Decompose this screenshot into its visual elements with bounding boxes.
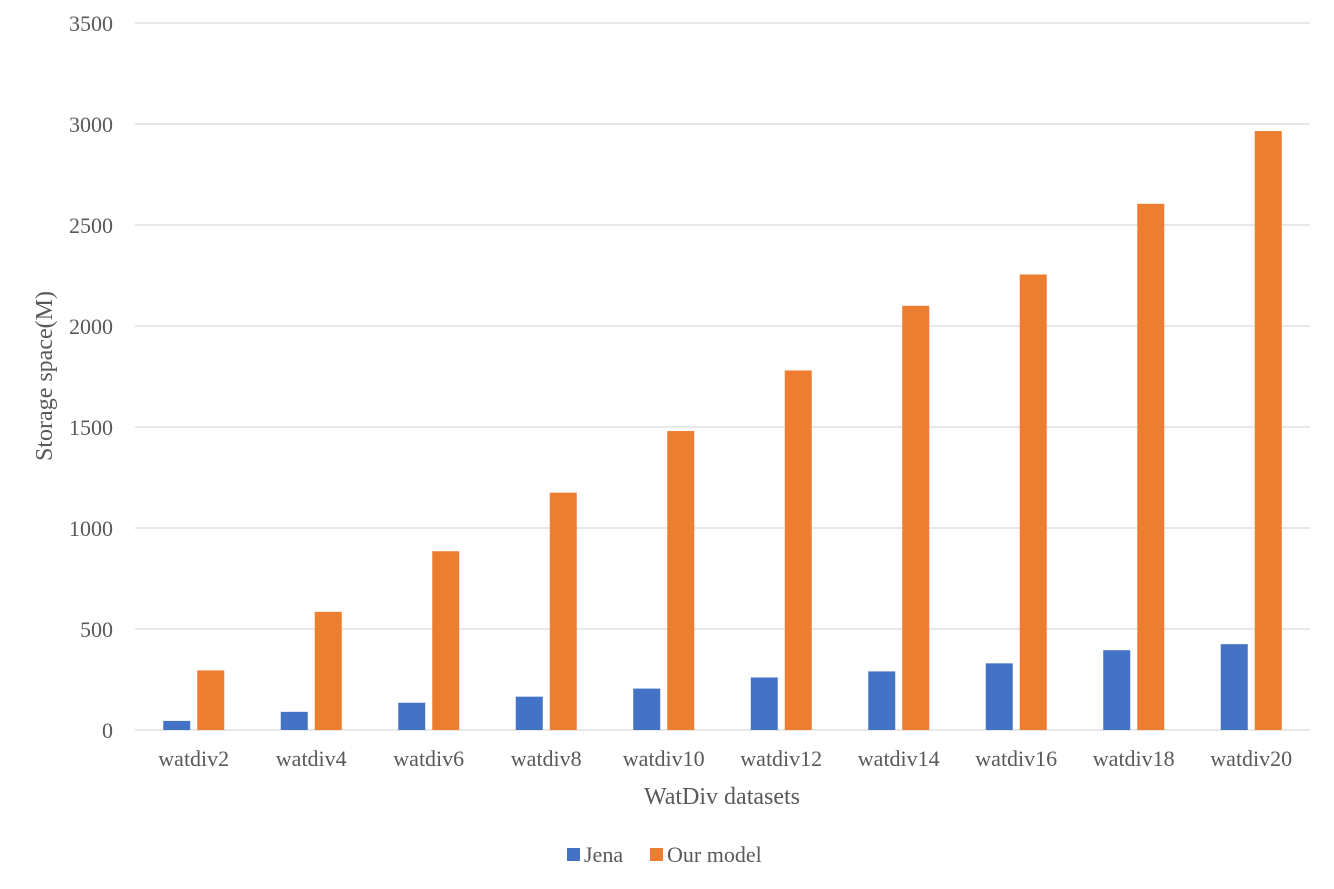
y-tick-label: 2500 <box>69 213 113 238</box>
y-tick-label: 3000 <box>69 112 113 137</box>
bar-our-model <box>902 305 930 730</box>
bar-jena <box>515 696 543 730</box>
x-tick-label: watdiv10 <box>623 746 705 771</box>
y-tick-label: 1000 <box>69 516 113 541</box>
bar-jena <box>280 711 308 730</box>
bar-jena <box>750 677 778 730</box>
gridlines <box>135 22 1310 731</box>
x-tick-label: watdiv2 <box>158 746 229 771</box>
bar-jena <box>985 663 1013 730</box>
bar-jena <box>398 702 426 730</box>
x-tick-label: watdiv14 <box>858 746 940 771</box>
y-tick-label: 500 <box>80 617 113 642</box>
bars <box>163 131 1282 731</box>
x-tick-label: watdiv12 <box>740 746 822 771</box>
x-tick-label: watdiv8 <box>511 746 582 771</box>
bar-our-model <box>549 492 577 730</box>
x-tick-label: watdiv20 <box>1210 746 1292 771</box>
y-tick-label: 3500 <box>69 11 113 36</box>
bar-jena <box>868 671 896 730</box>
bar-our-model <box>667 431 695 730</box>
x-axis-title: WatDiv datasets <box>644 784 800 810</box>
legend-swatch <box>650 848 663 861</box>
bar-our-model <box>784 370 812 730</box>
y-tick-label: 1500 <box>69 415 113 440</box>
bar-jena <box>163 720 191 730</box>
bar-our-model <box>197 670 225 730</box>
bar-jena <box>1103 650 1131 730</box>
bar-our-model <box>1019 274 1047 730</box>
y-tick-label: 0 <box>102 718 113 743</box>
bar-our-model <box>1254 131 1282 730</box>
bar-jena <box>1220 644 1248 730</box>
bar-our-model <box>314 611 342 730</box>
legend: Jena Our model <box>567 842 762 867</box>
x-axis-ticks: watdiv2 watdiv4 watdiv6 watdiv8 watdiv10 watd… <box>158 746 1292 771</box>
y-axis-ticks: 0 500 1000 1500 2000 2500 3000 3500 <box>69 11 113 743</box>
bar-our-model <box>1137 203 1165 731</box>
x-tick-label: watdiv18 <box>1093 746 1175 771</box>
legend-label: Our model <box>667 842 762 867</box>
legend-swatch <box>567 848 580 861</box>
bar-jena <box>633 688 661 730</box>
y-axis-title: Storage space(M) <box>32 291 58 461</box>
y-tick-label: 2000 <box>69 314 113 339</box>
legend-label: Jena <box>584 842 623 867</box>
x-tick-label: watdiv16 <box>975 746 1057 771</box>
x-tick-label: watdiv6 <box>393 746 464 771</box>
bar-our-model <box>432 551 460 730</box>
x-tick-label: watdiv4 <box>276 746 347 771</box>
